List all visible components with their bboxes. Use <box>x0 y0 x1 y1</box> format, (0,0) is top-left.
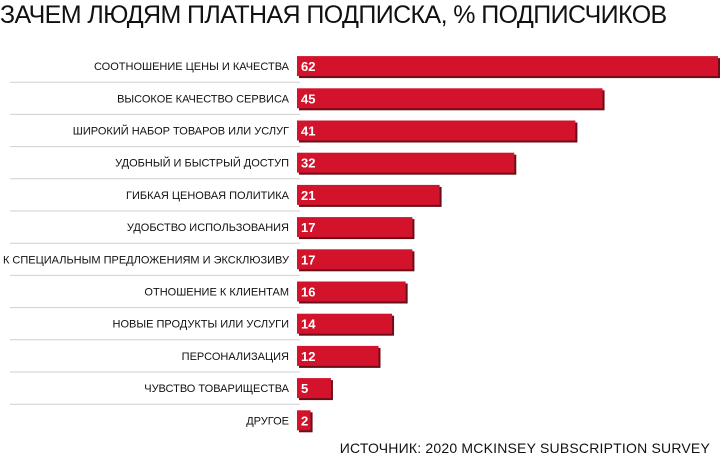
category-label: ПЕРСОНАЛИЗАЦИЯ <box>182 351 289 363</box>
category-label: ВЫСОКОЕ КАЧЕСТВО СЕРВИСА <box>117 93 290 105</box>
bar <box>297 120 576 141</box>
category-label: ГИБКАЯ ЦЕНОВАЯ ПОЛИТИКА <box>126 190 290 202</box>
bar <box>297 249 413 270</box>
value-label: 21 <box>301 188 315 203</box>
source-note: ИСТОЧНИК: 2020 MCKINSEY SUBSCRIPTION SUR… <box>339 440 710 456</box>
value-label: 32 <box>301 156 315 171</box>
value-label: 12 <box>301 349 315 364</box>
bar <box>297 313 393 334</box>
value-label: 5 <box>301 381 308 396</box>
chart-title: ЗАЧЕМ ЛЮДЯМ ПЛАТНАЯ ПОДПИСКА, % ПОДПИСЧИ… <box>0 1 667 29</box>
bar <box>297 88 603 109</box>
category-label: СООТНОШЕНИЕ ЦЕНЫ И КАЧЕСТВА <box>94 61 290 73</box>
value-label: 17 <box>301 220 315 235</box>
bar <box>297 217 413 238</box>
category-label: УДОБСТВО ИСПОЛЬЗОВАНИЯ <box>127 222 289 234</box>
category-label: ШИРОКИЙ НАБОР ТОВАРОВ ИЛИ УСЛУГ <box>73 125 289 138</box>
bar <box>297 345 379 366</box>
value-label: 16 <box>301 285 315 300</box>
category-label: ОТНОШЕНИЕ К КЛИЕНТАМ <box>144 287 289 299</box>
category-label: ДРУГОЕ <box>246 415 289 427</box>
bar <box>297 378 331 399</box>
bar <box>297 410 311 431</box>
category-label: УДОБНЫЙ И БЫСТРЫЙ ДОСТУП <box>115 157 289 170</box>
category-label: НОВЫЕ ПРОДУКТЫ ИЛИ УСЛУГИ <box>113 319 290 331</box>
value-label: 62 <box>301 59 315 74</box>
value-label: 45 <box>301 91 315 106</box>
value-label: 17 <box>301 252 315 267</box>
value-label: 2 <box>301 413 308 428</box>
category-label: ЧУВСТВО ТОВАРИЩЕСТВА <box>144 383 289 395</box>
bar <box>297 281 406 302</box>
value-label: 41 <box>301 124 315 139</box>
bar <box>297 56 718 77</box>
value-label: 14 <box>301 317 316 332</box>
category-label: ДОСТУП К СПЕЦИАЛЬНЫМ ПРЕДЛОЖЕНИЯМ И ЭКСК… <box>0 254 290 266</box>
bar <box>297 152 515 173</box>
bar <box>297 184 440 205</box>
